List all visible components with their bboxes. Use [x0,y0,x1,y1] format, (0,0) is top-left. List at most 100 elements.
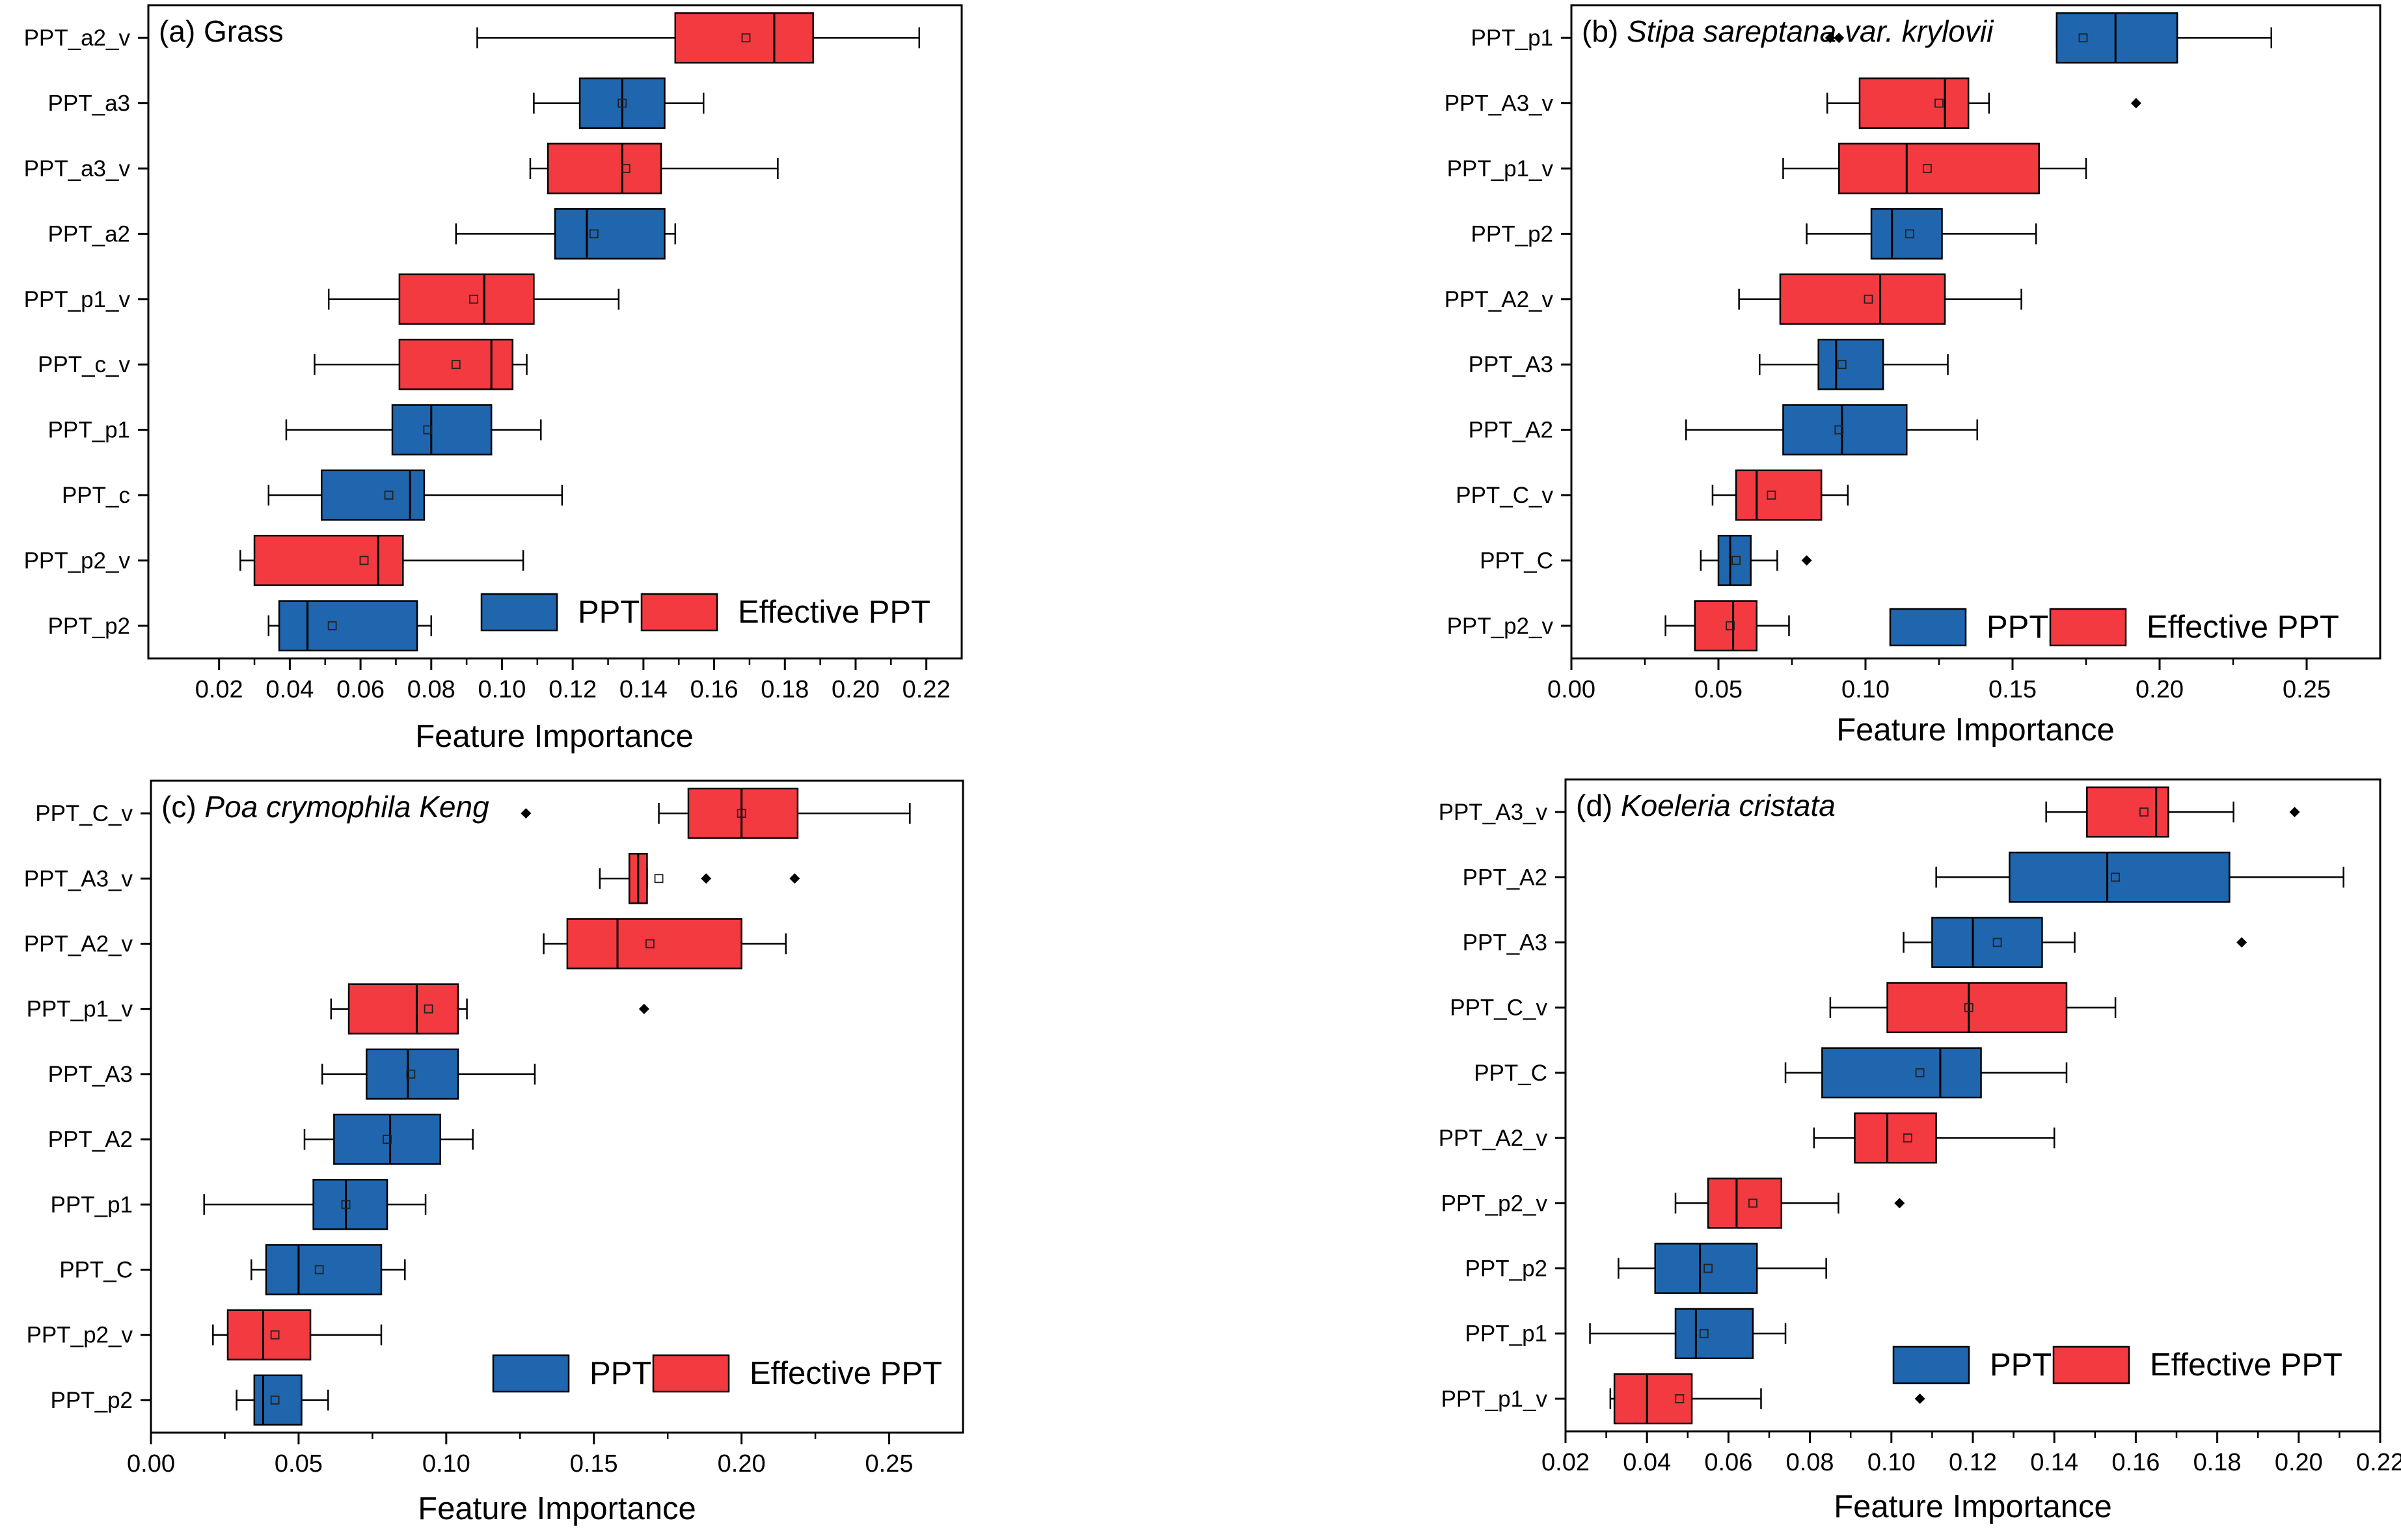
iqr-box [1779,273,1946,325]
category-label: PPT_p1 [1465,1321,1547,1347]
x-tick-label: 0.05 [1694,676,1743,703]
box-PPT_p1: PPT_p1 [51,1178,427,1230]
category-label: PPT_p2 [51,1388,133,1413]
iqr-box [1817,338,1884,390]
iqr-box [1854,1112,1937,1164]
iqr-box [226,1309,312,1361]
x-tick-label: 0.08 [1786,1449,1834,1476]
panel-title: (b) Stipa sareptana var. krylovii [1582,14,1994,48]
x-tick-label: 0.12 [1949,1449,1997,1476]
category-label: PPT_p1 [51,1192,133,1217]
x-tick-label: 0.16 [690,676,739,703]
iqr-box [1870,208,1943,260]
box-PPT_p1: PPT_p1 [48,404,542,456]
iqr-box [1821,1047,1982,1099]
iqr-box [687,787,799,839]
outlier-point [2236,937,2247,948]
box-PPT_p1_v: PPT_p1_v [1441,1373,1925,1425]
x-tick-label: 0.08 [407,676,455,703]
legend: PPT Effective PPT [1889,608,2339,647]
category-label: PPT_a3_v [24,156,131,182]
panel-d: (d) Koeleria cristata 0.02 0.04 0.06 0.08 0.1… [1439,778,2401,1524]
iqr-box [1613,1373,1693,1425]
mean-marker [1915,1068,1925,1077]
legend: PPT Effective PPT [1892,1345,2342,1385]
box-PPT_p1: PPT_p1 [1471,12,2273,64]
mean-marker [1726,621,1735,630]
panel-label: (c) [161,790,204,824]
panel-label: (a) [159,14,204,48]
outlier-point [2289,807,2300,818]
mean-marker [406,1070,416,1079]
box-PPT_p2: PPT_p2 [1471,208,2037,260]
category-label: PPT_p2 [1471,221,1553,247]
category-label: PPT_A3_v [1445,91,1554,116]
legend-swatch-effective [2052,1345,2130,1385]
box-PPT_A3_v: PPT_A3_v [1439,786,2300,838]
box-PPT_p2_v: PPT_p2_v [1441,1177,1905,1229]
panel-species: Poa crymophila Keng [204,790,489,824]
x-tick-label: 0.10 [1841,676,1890,703]
box-PPT_p2_v: PPT_p2_v [27,1309,383,1361]
category-label: PPT_a3 [48,91,130,116]
legend-swatch-ppt [480,593,558,632]
legend-label-effective: Effective PPT [738,595,930,630]
mean-marker [1992,938,2002,947]
outlier-point [521,808,532,819]
x-tick-label: 0.10 [478,676,526,703]
mean-marker [1834,425,1844,435]
mean-marker [451,360,461,370]
legend-label-ppt: PPT [1987,610,2048,645]
x-tick-label: 0.10 [422,1450,470,1478]
plot-frame [147,4,963,660]
legend-label-ppt: PPT [1990,1347,2052,1383]
legend-label-effective: Effective PPT [750,1356,942,1391]
mean-marker [359,556,369,565]
iqr-box [253,534,404,586]
category-label: PPT_p2 [1465,1256,1547,1282]
outlier-point [1824,33,1836,44]
x-tick-label: 0.12 [549,676,597,703]
x-axis-title: Feature Importance [418,1491,696,1526]
x-tick-label: 0.15 [1988,676,2037,703]
category-label: PPT_C_v [1450,995,1547,1021]
panel-c: (c) Poa crymophila Keng 0.00 0.05 0.10 0.15 0… [24,779,964,1526]
legend: PPT Effective PPT [492,1354,942,1393]
outlier-point [2130,98,2141,109]
box-PPT_A3: PPT_A3 [1469,338,1949,390]
mean-marker [1748,1198,1757,1208]
mean-marker [469,294,478,304]
mean-marker [270,1330,280,1340]
mean-marker [1905,229,1914,239]
legend-label-ppt: PPT [590,1356,651,1391]
category-label: PPT_A2 [1469,418,1553,443]
mean-marker [1837,360,1847,370]
x-tick-label: 0.16 [2111,1449,2160,1476]
mean-marker [1964,1003,1974,1012]
iqr-box [253,1374,303,1426]
legend-label-effective: Effective PPT [2150,1347,2342,1383]
box-PPT_C: PPT_C [59,1244,406,1295]
category-label: PPT_A3 [48,1062,133,1087]
x-tick-label: 0.04 [265,676,314,703]
x-tick-label: 0.22 [2356,1449,2401,1476]
box-PPT_a2_v: PPT_a2_v [24,12,921,64]
x-axis-title: Feature Importance [1834,1489,2112,1524]
mean-marker [2111,872,2121,882]
box-PPT_A3_v: PPT_A3_v [1445,77,2141,129]
plot-frame [1570,4,2381,660]
mean-marker [1864,294,1873,304]
box-PPT_c: PPT_c [62,469,563,521]
box-PPT_c_v: PPT_c_v [38,338,528,390]
category-label: PPT_C [1480,548,1553,573]
category-label: PPT_p1_v [27,997,133,1022]
category-label: PPT_c_v [38,352,130,377]
box-PPT_p1_v: PPT_p1_v [27,983,649,1035]
panel-title: (d) Koeleria cristata [1576,789,1836,822]
mean-marker [654,874,664,884]
legend-swatch-ppt [1889,608,1967,647]
mean-marker [737,809,746,818]
iqr-box [554,208,666,260]
category-label: PPT_A3_v [1439,800,1548,825]
